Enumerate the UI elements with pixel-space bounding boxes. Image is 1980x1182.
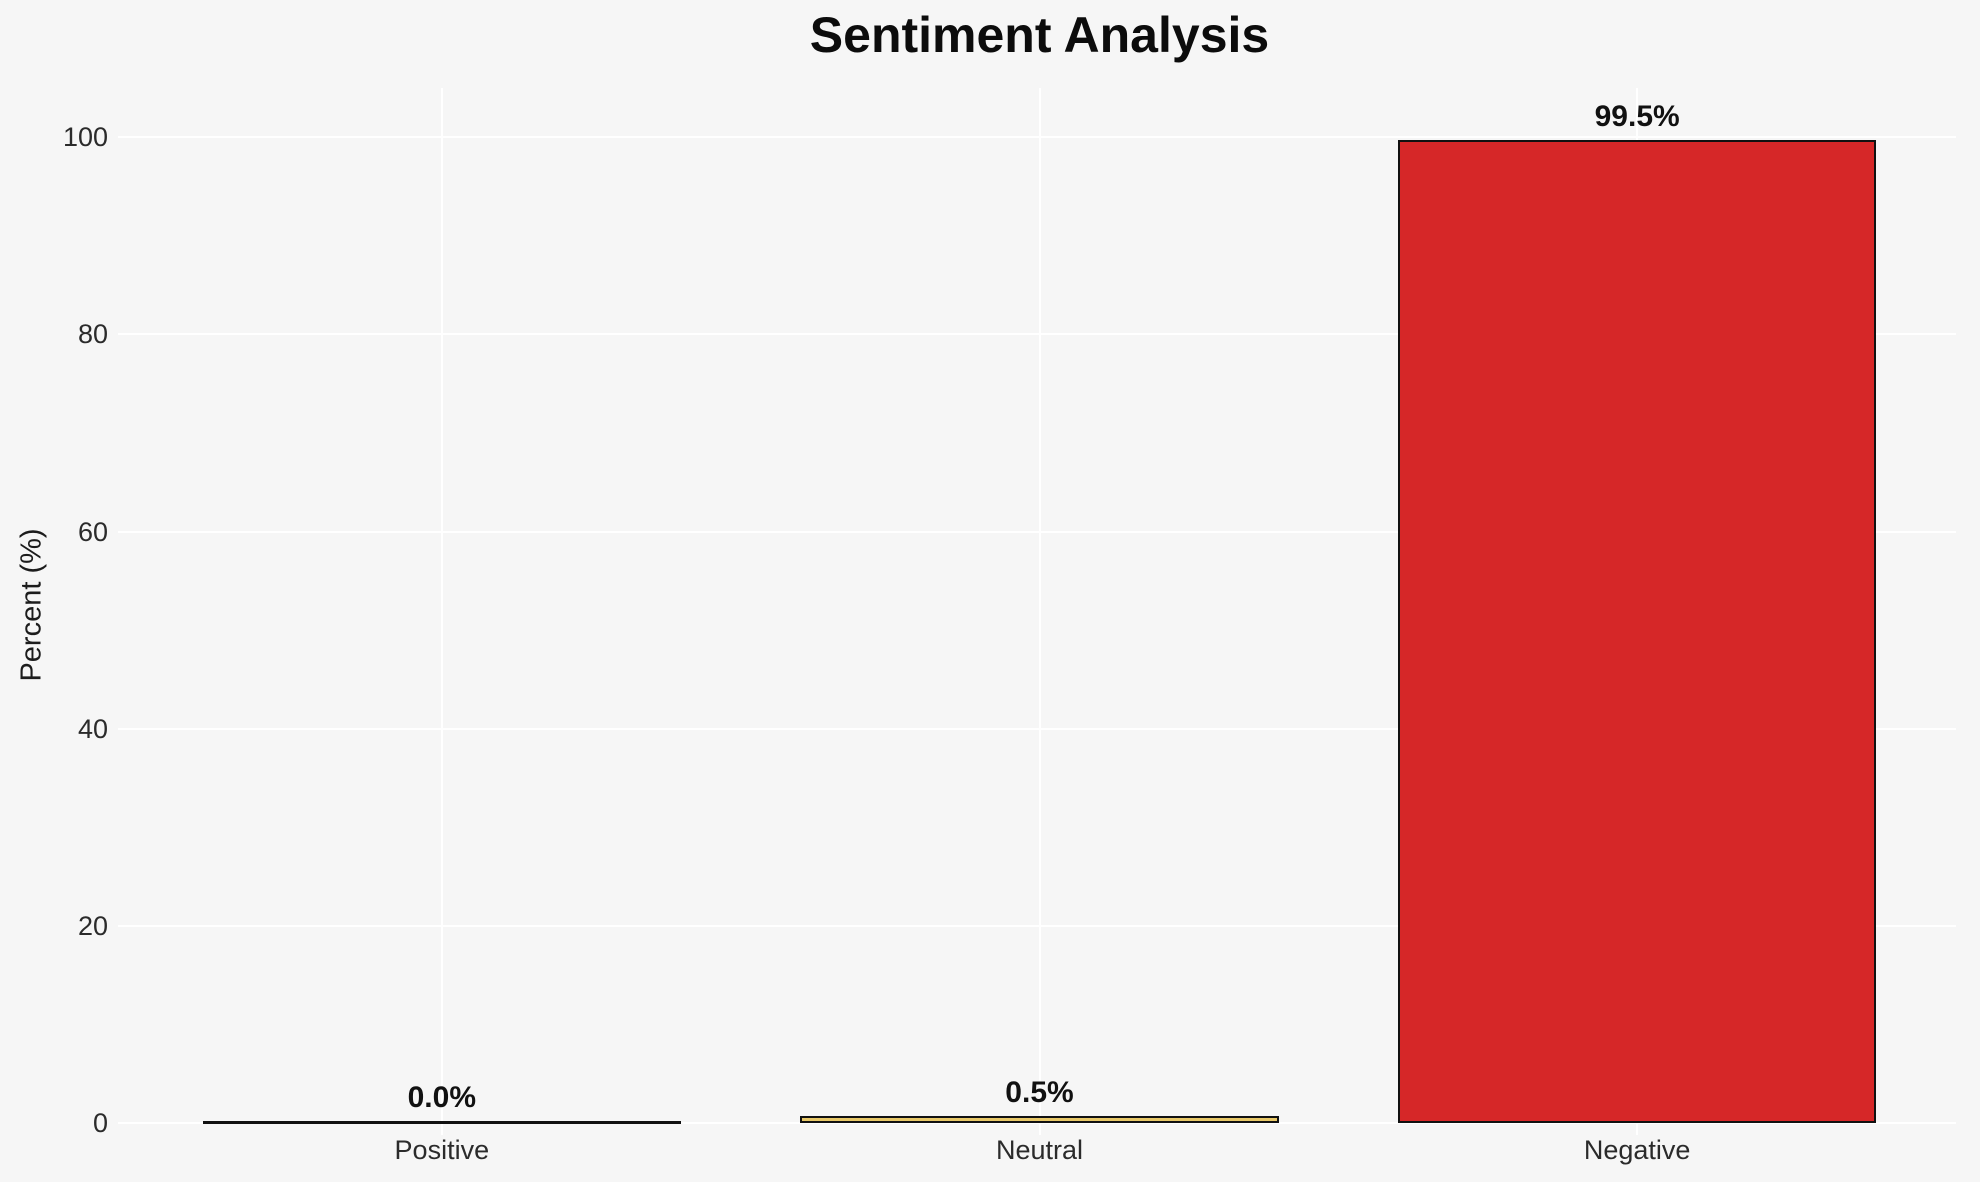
chart-title: Sentiment Analysis (809, 7, 1270, 63)
y-tick-label-60: 60 (77, 516, 108, 547)
y-gridline-60 (118, 530, 1956, 533)
y-axis-label: Percent (%) (15, 528, 48, 682)
value-label-positive: 0.0% (407, 1081, 477, 1114)
y-gridline-20 (118, 924, 1956, 927)
y-gridline-0 (118, 1122, 1956, 1124)
y-gridline-40 (118, 727, 1956, 730)
x-tick-label-neutral: Neutral (995, 1135, 1084, 1165)
y-tick-label-100: 100 (62, 122, 108, 153)
value-label-neutral: 0.5% (1005, 1076, 1074, 1110)
bar-negative (1398, 139, 1877, 1123)
bar-neutral (800, 1115, 1279, 1123)
x-gridline-neutral (1038, 88, 1041, 1135)
plot-area: 0.0% 0.5% 99.5% (118, 88, 1956, 1135)
y-gridline-80 (118, 333, 1956, 336)
y-tick-label-0: 0 (92, 1108, 108, 1138)
x-tick-label-positive: Positive (394, 1135, 490, 1165)
y-gridline-100 (118, 136, 1956, 139)
x-tick-label-negative: Negative (1583, 1135, 1691, 1165)
x-gridline-positive (440, 88, 443, 1135)
y-tick-label-20: 20 (77, 910, 108, 941)
y-tick-label-40: 40 (77, 713, 108, 744)
y-tick-label-80: 80 (77, 319, 108, 350)
bar-positive (202, 1121, 681, 1124)
value-label-negative: 99.5% (1594, 100, 1680, 134)
